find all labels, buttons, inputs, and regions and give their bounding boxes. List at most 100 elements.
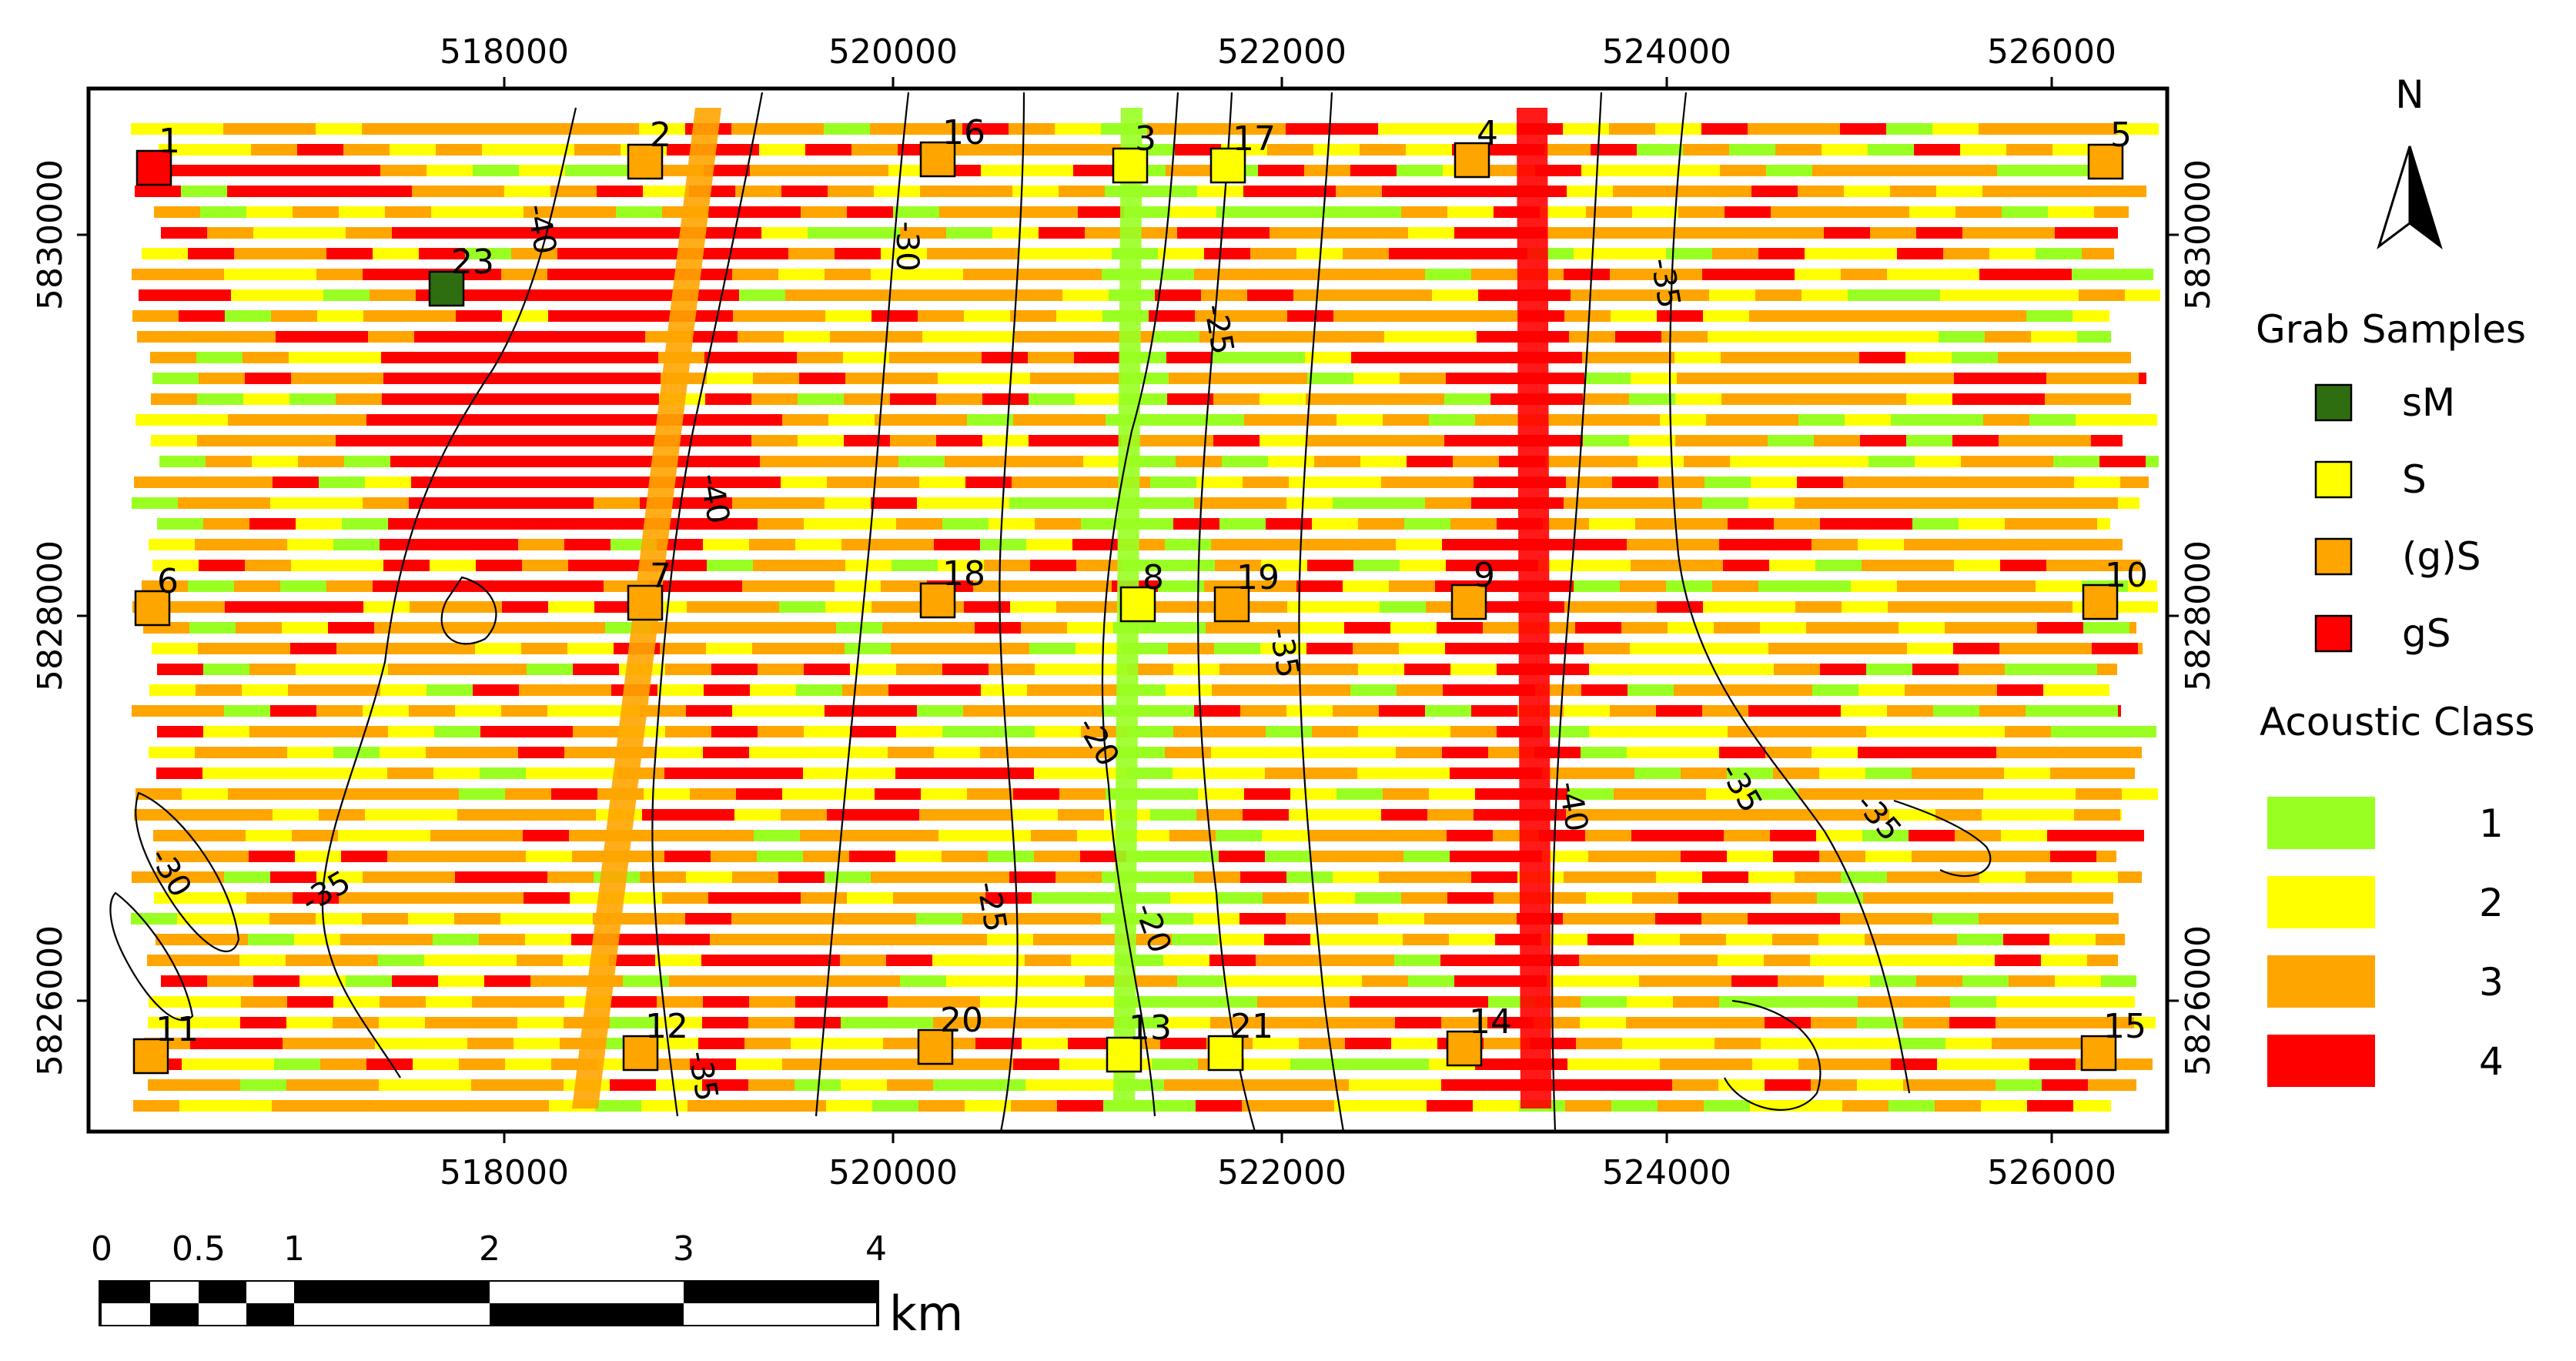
swath-segment xyxy=(711,664,758,675)
swath-segment xyxy=(706,643,753,654)
swath-segment xyxy=(1481,248,1528,259)
swath-segment xyxy=(1350,747,1397,758)
swath-segment xyxy=(889,352,936,363)
swath-segment xyxy=(1164,1079,1211,1091)
swath-segment xyxy=(132,871,179,883)
swath-segment xyxy=(1169,560,1216,571)
contour-line xyxy=(1196,92,1256,1132)
swath-segment xyxy=(1996,1017,2042,1028)
swath-segment xyxy=(1344,622,1391,634)
swath-segment xyxy=(1031,830,1078,841)
swath-segment xyxy=(286,1079,333,1091)
swath-segment xyxy=(1702,705,1749,717)
swath-segment xyxy=(1262,830,1309,841)
swath-segment xyxy=(507,331,554,343)
swath-segment xyxy=(917,705,964,717)
swath-segment xyxy=(1750,1100,1797,1112)
swath-segment xyxy=(1035,726,1082,737)
swath-segment xyxy=(1425,871,1472,883)
swath-segment xyxy=(1428,186,1475,197)
swath-segment xyxy=(1582,352,1629,363)
swath-segment xyxy=(1067,622,1114,634)
swath-segment xyxy=(1168,643,1215,654)
swath-segment xyxy=(1163,955,1210,966)
swath-segment xyxy=(1769,560,1816,571)
swath-segment xyxy=(917,497,964,509)
swath-segment xyxy=(1749,601,1796,613)
swath-segment xyxy=(1992,1038,2039,1049)
swath-segment xyxy=(1952,435,1999,446)
swath-segment xyxy=(1080,767,1127,779)
swath-segment xyxy=(1218,934,1265,945)
swath-segment xyxy=(1073,684,1120,696)
contour-line xyxy=(440,576,497,645)
swath-segment xyxy=(156,851,203,862)
swath-segment xyxy=(1012,186,1059,197)
swath-segment xyxy=(243,393,290,405)
swath-segment xyxy=(1258,165,1305,176)
contour-label: -25 xyxy=(969,879,1013,935)
swath-segment xyxy=(804,726,851,737)
swath-segment xyxy=(1674,684,1721,696)
swath-segment xyxy=(1668,1038,1715,1049)
swath-segment xyxy=(1147,913,1194,925)
swath-segment xyxy=(1891,414,1938,426)
swath-segment xyxy=(388,664,435,675)
swath-segment xyxy=(989,726,1035,737)
swath-segment xyxy=(1424,123,1471,135)
swath-segment xyxy=(1795,310,1842,322)
swath-segment xyxy=(1390,622,1437,634)
swath-segment xyxy=(480,767,527,779)
swath-segment xyxy=(1471,871,1518,883)
swath-segment xyxy=(1198,788,1245,800)
swath-segment xyxy=(1441,1017,1488,1028)
swath-segment xyxy=(623,975,670,987)
swath-segment xyxy=(946,227,993,239)
swath-segment xyxy=(1243,186,1290,197)
swath-segment xyxy=(1547,975,1594,987)
swath-segment xyxy=(1545,456,1592,467)
swath-segment xyxy=(1842,310,1889,322)
grab-sample-label: 2 xyxy=(650,115,671,155)
swath-segment xyxy=(1673,747,1720,758)
swath-segment xyxy=(482,144,529,155)
swath-segment xyxy=(388,518,435,530)
swath-segment xyxy=(1983,414,2030,426)
swath-segment xyxy=(1680,934,1727,945)
swath-segment xyxy=(831,289,878,301)
grab-sample-label: 7 xyxy=(650,557,671,596)
swath-segment xyxy=(781,809,828,821)
swath-segment xyxy=(1681,851,1728,862)
swath-segment xyxy=(1656,269,1703,280)
swath-segment xyxy=(336,393,383,405)
scale-label: 1 xyxy=(283,1229,305,1269)
swath-segment xyxy=(1870,975,1917,987)
swath-segment xyxy=(1822,144,1868,155)
swath-segment xyxy=(1475,1058,1522,1070)
swath-segment xyxy=(1811,1079,1858,1091)
swath-segment xyxy=(320,414,367,426)
swath-segment xyxy=(1845,788,1892,800)
swath-segment xyxy=(890,435,937,446)
swath-segment xyxy=(873,809,920,821)
swath-segment xyxy=(1216,830,1263,841)
swath-segment xyxy=(1564,871,1611,883)
swath-segment xyxy=(134,477,181,488)
swath-segment xyxy=(2044,352,2091,363)
swath-segment xyxy=(1706,1058,1753,1070)
swath-segment xyxy=(177,913,224,925)
swath-segment xyxy=(1213,435,1260,446)
swath-segment xyxy=(1382,186,1429,197)
swath-segment xyxy=(1397,352,1444,363)
swath-segment xyxy=(554,289,601,301)
swath-segment xyxy=(1748,871,1795,883)
swath-segment xyxy=(848,934,895,945)
swath-segment xyxy=(1758,248,1805,259)
swath-segment xyxy=(1979,269,2026,280)
swath-segment xyxy=(1243,477,1290,488)
swath-segment xyxy=(1770,830,1817,841)
swath-segment xyxy=(1658,1100,1705,1112)
swath-segment xyxy=(1678,206,1725,218)
swath-segment xyxy=(182,788,229,800)
swath-segment xyxy=(242,684,289,696)
